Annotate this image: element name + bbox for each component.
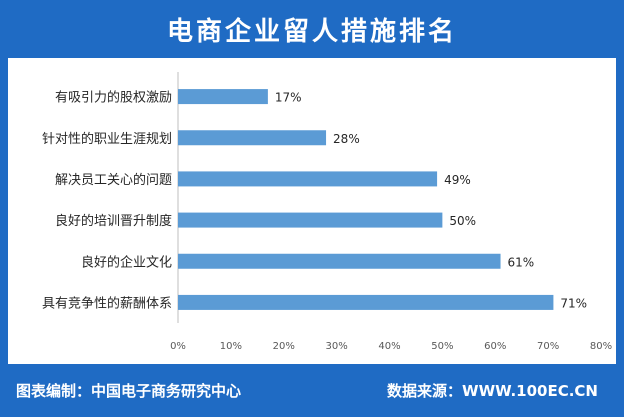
x-tick-label: 30% [326,341,348,352]
category-label: 良好的企业文化 [81,254,172,270]
data-label: 28% [333,132,360,146]
title-bar: 电商企业留人措施排名 [0,0,624,58]
bar [178,253,501,269]
x-tick-label: 20% [273,341,295,352]
category-label: 针对性的职业生涯规划 [42,131,172,147]
footer: 图表编制：中国电子商务研究中心 数据来源：WWW.100EC.CN [0,364,624,417]
bar-chart: 有吸引力的股权激励 17% 针对性的职业生涯规划 28% 解决员工关心的问题 49% 良好的… [42,72,612,352]
category-label: 有吸引力的股权激励 [55,90,172,106]
category-label: 具有竞争性的薪酬体系 [42,295,172,311]
bar [178,212,443,228]
data-label: 50% [449,214,476,228]
chart-credit: 图表编制：中国电子商务研究中心 [16,382,242,400]
bar [178,89,268,105]
bar [178,294,554,310]
bar [178,130,327,146]
bar [178,171,438,187]
plot-panel: 有吸引力的股权激励 17% 针对性的职业生涯规划 28% 解决员工关心的问题 49% 良好的… [8,58,616,364]
x-tick-label: 50% [431,341,453,352]
x-tick-label: 70% [537,341,559,352]
x-tick-label: 10% [220,341,242,352]
category-label: 解决员工关心的问题 [55,172,172,188]
category-label: 良好的培训晋升制度 [55,213,172,229]
data-label: 61% [508,255,535,269]
x-tick-label: 0% [170,341,186,352]
data-label: 49% [444,173,471,187]
data-label: 17% [275,91,302,105]
x-tick-label: 60% [484,341,506,352]
x-tick-label: 40% [378,341,400,352]
data-source: 数据来源：WWW.100EC.CN [387,382,598,400]
data-label: 71% [560,296,587,310]
chart-title: 电商企业留人措施排名 [166,16,457,47]
x-tick-label: 80% [590,341,612,352]
